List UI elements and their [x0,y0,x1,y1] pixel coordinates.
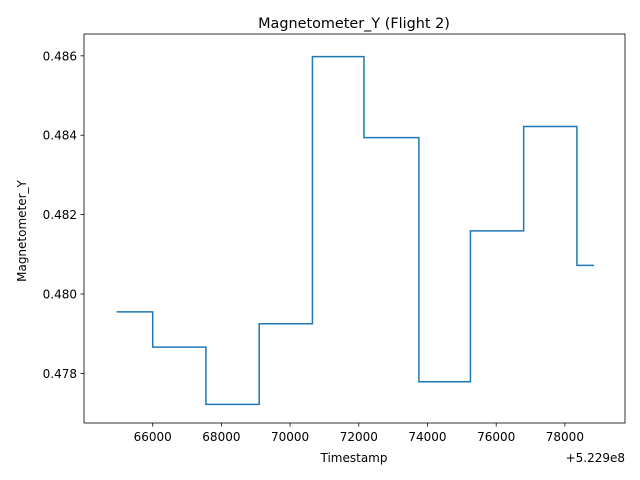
x-tick-label: 68000 [202,430,240,444]
y-tick-label: 0.486 [43,49,77,63]
y-tick-label: 0.484 [43,129,77,143]
chart-title: Magnetometer_Y (Flight 2) [258,16,450,32]
plot-frame [83,33,626,424]
plot-area [83,33,626,424]
x-axis-offset-label: +5.229e8 [566,451,625,465]
y-tick-label: 0.478 [43,367,77,381]
series-line [116,55,595,406]
x-tick-label: 72000 [340,430,378,444]
y-tick-label: 0.482 [43,208,77,222]
y-axis-label: Magnetometer_Y [15,179,29,281]
x-tick-label: 76000 [477,430,515,444]
y-tick-label: 0.480 [43,287,77,301]
series-layer [116,55,595,406]
x-axis: 66000 68000 70000 72000 74000 76000 78000 [134,423,584,444]
x-tick-label: 78000 [546,430,584,444]
y-axis: 0.478 0.480 0.482 0.484 0.486 [43,49,84,381]
x-tick-label: 74000 [408,430,446,444]
x-axis-label: Timestamp [320,451,388,465]
x-tick-label: 66000 [134,430,172,444]
x-tick-label: 70000 [271,430,309,444]
